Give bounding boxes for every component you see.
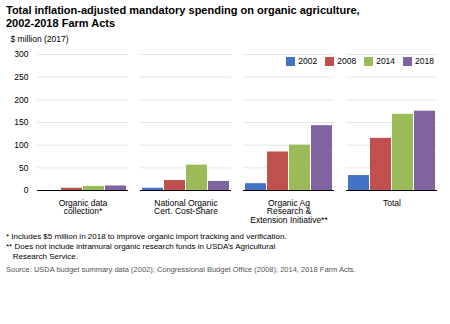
- svg-text:150: 150: [14, 117, 28, 127]
- html-text:* Includes $5 million in 2018: * Includes $5 million in 2018 to improve…: [6, 232, 287, 241]
- html-text:2002: 2002: [298, 56, 318, 66]
- svg-text:Total: Total: [383, 198, 401, 208]
- svg-text:200: 200: [14, 95, 28, 105]
- svg-text:National OrganicCert. Cost-Sha: National OrganicCert. Cost-Share: [154, 198, 218, 217]
- html-text:** Does not include intramural: ** Does not include intramural organic r…: [6, 242, 276, 261]
- svg-text:$ million (2017): $ million (2017): [11, 34, 69, 44]
- html-text:2018: 2018: [415, 56, 434, 66]
- svg-text:100: 100: [14, 140, 28, 150]
- html-text:2008: 2008: [337, 56, 357, 66]
- html-text:Total inflation-adjusted manda: Total inflation-adjusted mandatory spend…: [6, 4, 360, 29]
- svg-text:250: 250: [14, 72, 28, 82]
- svg-text:Organic datacollection*: Organic datacollection*: [59, 198, 108, 217]
- svg-text:50: 50: [19, 163, 29, 173]
- svg-text:300: 300: [14, 49, 28, 59]
- svg-text:0: 0: [24, 185, 29, 195]
- svg-text:Organic AgResearch &Extension: Organic AgResearch &Extension Initiative…: [250, 198, 328, 225]
- html-text:2014: 2014: [376, 56, 396, 66]
- html-text:Source: USDA budget summary da: Source: USDA budget summary data (2002);…: [6, 265, 356, 274]
